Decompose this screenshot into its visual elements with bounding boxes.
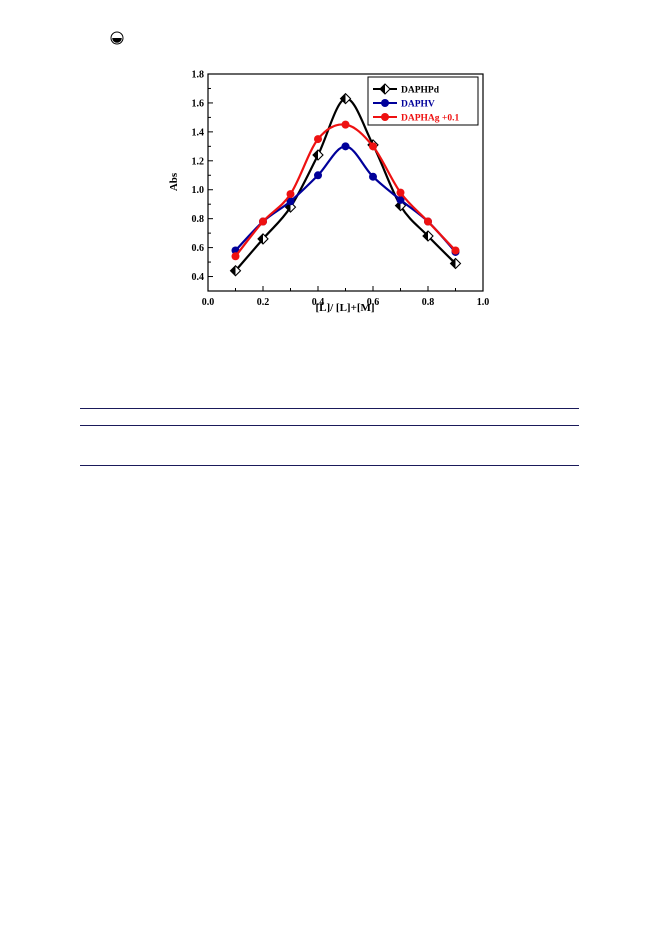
table-top-rule bbox=[80, 408, 579, 409]
legend-label: DAPHAg +0.1 bbox=[401, 114, 459, 124]
y-tick-label: 1.2 bbox=[192, 156, 205, 167]
legend-label: DAPHV bbox=[401, 100, 435, 110]
data-point bbox=[259, 217, 267, 226]
data-point bbox=[341, 142, 350, 151]
data-point bbox=[286, 190, 295, 199]
x-tick-label: 0.8 bbox=[422, 297, 435, 308]
data-point bbox=[341, 120, 350, 129]
data-point-half bbox=[340, 93, 346, 104]
y-tick-label: 1.8 bbox=[192, 70, 205, 81]
y-tick-label: 0.6 bbox=[192, 243, 205, 254]
legend: DAPHPd DAPHV DAPHAg +0.1 bbox=[367, 76, 479, 126]
data-point bbox=[231, 252, 240, 261]
data-point bbox=[451, 246, 460, 255]
data-point bbox=[369, 142, 377, 151]
y-tick-label: 1.0 bbox=[192, 185, 205, 196]
legend-swatch-marker bbox=[381, 113, 389, 121]
data-point bbox=[314, 135, 322, 144]
table-bottom-rule bbox=[80, 465, 579, 466]
y-tick-label: 1.6 bbox=[192, 98, 205, 109]
data-point-half bbox=[423, 231, 428, 242]
data-point bbox=[314, 171, 322, 180]
legend-swatch-marker bbox=[381, 99, 389, 107]
data-point bbox=[286, 197, 295, 206]
data-point-half bbox=[313, 150, 318, 161]
radio-circle-icon bbox=[110, 31, 124, 45]
data-point bbox=[369, 172, 377, 181]
x-tick-label: 0.6 bbox=[367, 297, 380, 308]
data-point-half bbox=[230, 265, 236, 276]
data-point-half bbox=[258, 233, 263, 244]
series-0 bbox=[229, 92, 462, 277]
data-point-half bbox=[450, 258, 456, 269]
y-axis-label: Abs bbox=[168, 172, 180, 191]
data-point bbox=[396, 188, 405, 197]
y-tick-label: 0.8 bbox=[192, 214, 205, 225]
legend-swatch-marker-half bbox=[380, 84, 385, 94]
y-tick-label: 1.4 bbox=[192, 127, 205, 138]
y-tick-label: 0.4 bbox=[192, 272, 205, 283]
x-tick-label: 1.0 bbox=[477, 297, 490, 308]
x-axis-label: [L]/ [L]+[M] bbox=[315, 302, 374, 314]
line-chart: 0.0 0.2 0.4 0.6 0.8 1.0 0.4 0.6 0.8 1.0 1.2 1.4 1.6 1… bbox=[168, 70, 490, 315]
table-header-rule bbox=[80, 425, 579, 426]
data-point bbox=[424, 217, 432, 226]
x-tick-label: 0.2 bbox=[257, 297, 270, 308]
series-2 bbox=[231, 120, 460, 261]
x-tick-label: 0.4 bbox=[312, 297, 325, 308]
data-point bbox=[396, 195, 405, 204]
x-tick-label: 0.0 bbox=[202, 297, 215, 308]
legend-label: DAPHPd bbox=[401, 86, 440, 96]
